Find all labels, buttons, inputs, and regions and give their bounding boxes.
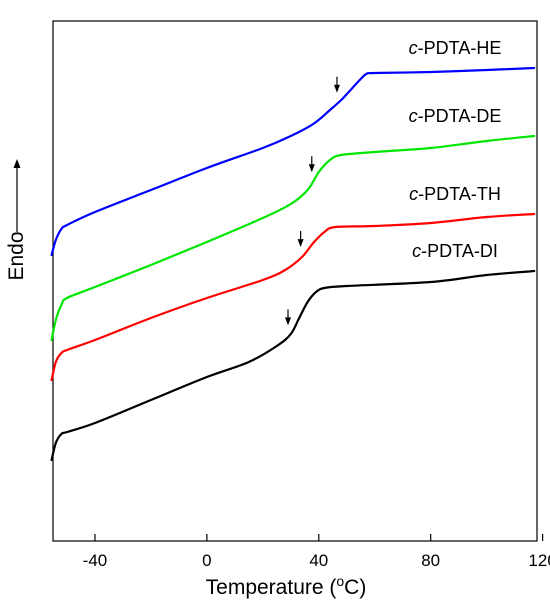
x-tick-label: 0 [202, 551, 211, 570]
x-tick-label: 120 [528, 551, 550, 570]
plot-frame [52, 20, 538, 542]
tg-arrow-head [333, 84, 340, 93]
tg-arrow-head [308, 164, 315, 173]
series-line-c-PDTA-DE [50, 134, 536, 342]
series-labels: c-PDTA-HE c-PDTA-DE c-PDTA-TH c-PDTA-DI [409, 38, 502, 261]
series-line-c-PDTA-HE [50, 66, 536, 257]
x-axis-ticks: -40 0 40 80 120 [83, 534, 550, 570]
x-tick-label: -40 [83, 551, 108, 570]
series-label: c-PDTA-HE [409, 38, 502, 58]
x-tick-label: 40 [309, 551, 328, 570]
y-axis-label: Endo [5, 231, 28, 280]
y-axis-label-arrowhead [13, 159, 21, 168]
series-label: c-PDTA-TH [409, 184, 501, 204]
series-label: c-PDTA-DE [409, 106, 502, 126]
x-axis-label: Temperature (oC) [206, 573, 367, 599]
tg-arrow-head [285, 317, 292, 326]
x-tick-label: 80 [421, 551, 440, 570]
glass-transition-arrows [285, 76, 340, 326]
plot-border [52, 20, 538, 542]
y-axis-label-group: Endo [5, 159, 28, 281]
series-label: c-PDTA-DI [412, 241, 498, 261]
series-line-c-PDTA-TH [50, 212, 536, 382]
tg-arrow-head [297, 239, 304, 248]
series-line-c-PDTA-DI [50, 269, 536, 462]
curves [50, 66, 536, 462]
